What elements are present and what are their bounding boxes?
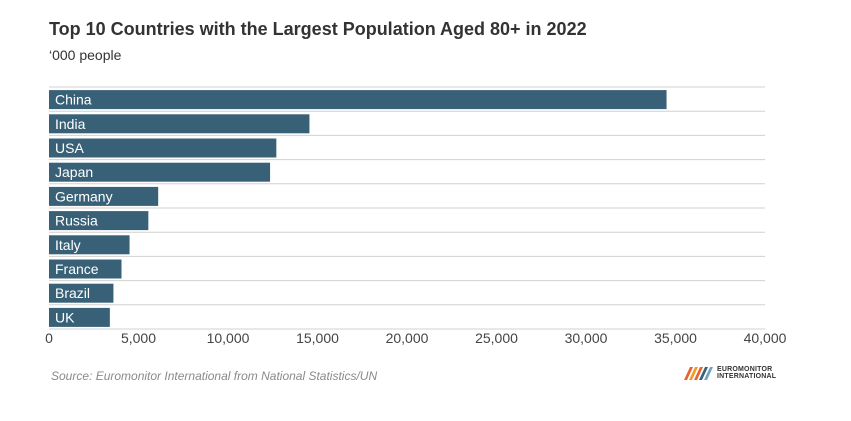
logo-text: EUROMONITOR INTERNATIONAL: [717, 366, 776, 380]
logo-mark-icon: [684, 366, 713, 380]
bar: [49, 114, 310, 134]
bar: [49, 307, 110, 327]
logo-line-1: EUROMONITOR: [717, 366, 773, 373]
bar: [49, 186, 159, 206]
x-tick-label: 20,000: [386, 330, 429, 346]
x-tick-label: 10,000: [207, 330, 250, 346]
bar-label: China: [55, 92, 92, 108]
logo-line-2: INTERNATIONAL: [717, 373, 777, 380]
x-tick-label: 15,000: [296, 330, 339, 346]
bar: [49, 138, 277, 158]
x-tick-label: 5,000: [121, 330, 156, 346]
bar-label: Italy: [55, 237, 81, 253]
bar-label: Japan: [55, 164, 93, 180]
bar: [49, 259, 122, 279]
bar-chart: China India USA Japan Germany Russia Italy Fran…: [45, 86, 787, 346]
bar: [49, 162, 271, 182]
chart-subtitle: ‘000 people: [49, 47, 122, 63]
bar-label: Russia: [55, 213, 98, 229]
x-tick-label: 25,000: [475, 330, 518, 346]
bar-label: Germany: [55, 188, 113, 204]
source-note: Source: Euromonitor International from N…: [51, 369, 378, 383]
bar-label: UK: [55, 309, 75, 325]
x-tick-label: 30,000: [565, 330, 608, 346]
bar-label: Brazil: [55, 285, 90, 301]
bar: [49, 90, 667, 110]
bar-label: France: [55, 261, 99, 277]
x-tick-label: 0: [45, 330, 53, 346]
euromonitor-logo: EUROMONITOR INTERNATIONAL: [684, 366, 776, 380]
bar-label: India: [55, 116, 86, 132]
x-tick-label: 35,000: [654, 330, 697, 346]
bar: [49, 283, 114, 303]
bar: [49, 211, 149, 231]
x-tick-label: 40,000: [744, 330, 787, 346]
bar-label: USA: [55, 140, 84, 156]
chart-title: Top 10 Countries with the Largest Popula…: [49, 19, 587, 39]
bar: [49, 235, 130, 255]
